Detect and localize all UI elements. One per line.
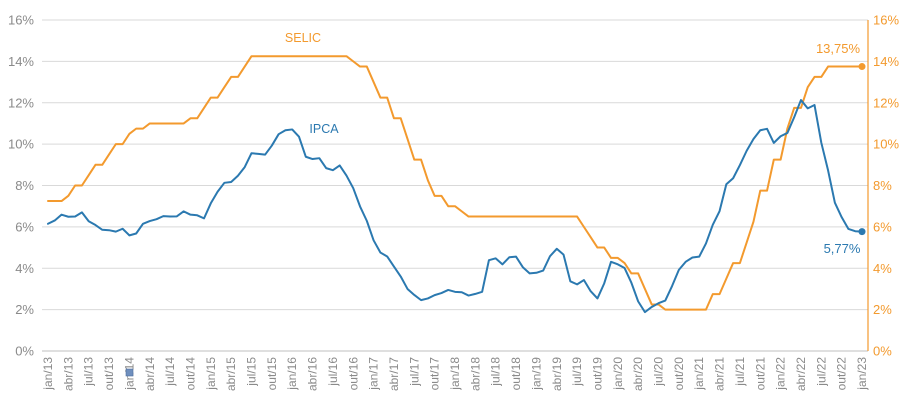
- x-tick-label-abr-17: abr/17: [387, 357, 401, 391]
- small-square-icon: [125, 368, 134, 377]
- left-y-axis: 0% 2% 4% 6% 8% 10% 12% 14% 16%: [8, 13, 34, 359]
- x-tick-label-jul-14: jul/14: [163, 357, 177, 387]
- ipca-end-point: [858, 228, 866, 236]
- x-tick-label-abr-19: abr/19: [550, 357, 564, 391]
- right-y-tick-label-10: 10%: [873, 137, 899, 152]
- x-tick-label-abr-15: abr/15: [224, 357, 238, 391]
- x-tick-label-jan-13: jan/13: [41, 357, 55, 391]
- x-tick-label-abr-21: abr/21: [713, 357, 727, 391]
- x-tick-label-out-19: out/19: [590, 357, 604, 391]
- x-tick-label-abr-13: abr/13: [61, 357, 75, 391]
- series-lines: [47, 55, 866, 314]
- right-y-tick-label-6: 6%: [873, 219, 892, 234]
- x-tick-label-jul-15: jul/15: [245, 357, 259, 387]
- x-tick-label-jul-17: jul/17: [407, 357, 421, 387]
- right-y-tick-label-8: 8%: [873, 178, 892, 193]
- x-tick-label-abr-20: abr/20: [631, 357, 645, 391]
- x-tick-label-out-18: out/18: [509, 357, 523, 391]
- x-tick-label-out-21: out/21: [753, 357, 767, 391]
- x-tick-label-jul-21: jul/21: [733, 357, 747, 387]
- x-tick-label-out-13: out/13: [102, 357, 116, 391]
- x-tick-label-abr-14: abr/14: [143, 357, 157, 391]
- x-tick-label-abr-18: abr/18: [468, 357, 482, 391]
- selic-line: [47, 55, 863, 311]
- x-tick-label-jan-16: jan/16: [285, 357, 299, 391]
- x-tick-label-jan-22: jan/22: [774, 357, 788, 391]
- x-tick-label-out-16: out/16: [346, 357, 360, 391]
- x-tick-label-jul-19: jul/19: [570, 357, 584, 387]
- x-tick-label-jul-20: jul/20: [652, 357, 666, 387]
- selic-end-value-label: 13,75%: [816, 41, 861, 56]
- x-tick-label-jul-13: jul/13: [82, 357, 96, 387]
- left-y-tick-label-10: 10%: [8, 137, 34, 152]
- x-tick-label-jul-16: jul/16: [326, 357, 340, 387]
- left-y-tick-label-14: 14%: [8, 54, 34, 69]
- right-y-tick-label-12: 12%: [873, 95, 899, 110]
- x-tick-label-out-20: out/20: [672, 357, 686, 391]
- ipca-series-label: IPCA: [309, 122, 339, 136]
- right-y-tick-label-16: 16%: [873, 13, 899, 28]
- x-tick-label-jan-23: jan/23: [855, 357, 869, 391]
- ipca-line: [47, 99, 863, 314]
- x-axis: jan/13abr/13jul/13out/13jan/14abr/14jul/…: [41, 357, 869, 391]
- x-tick-label-jan-19: jan/19: [529, 357, 543, 391]
- series-labels: SELIC 13,75% IPCA 5,77%: [285, 31, 861, 256]
- left-y-tick-label-16: 16%: [8, 13, 34, 28]
- x-tick-label-out-15: out/15: [265, 357, 279, 391]
- left-y-tick-label-6: 6%: [15, 219, 34, 234]
- x-tick-label-jan-15: jan/15: [204, 357, 218, 391]
- x-tick-label-jan-18: jan/18: [448, 357, 462, 391]
- left-y-tick-label-2: 2%: [15, 302, 34, 317]
- x-tick-label-abr-22: abr/22: [794, 357, 808, 391]
- x-tick-label-jan-21: jan/21: [692, 357, 706, 391]
- selic-series-label: SELIC: [285, 31, 321, 45]
- x-tick-label-abr-16: abr/16: [306, 357, 320, 391]
- gridlines: [42, 19, 868, 352]
- x-tick-label-out-22: out/22: [835, 357, 849, 391]
- left-y-tick-label-8: 8%: [15, 178, 34, 193]
- right-y-tick-label-2: 2%: [873, 302, 892, 317]
- x-tick-label-jul-22: jul/22: [814, 357, 828, 387]
- right-y-tick-label-14: 14%: [873, 54, 899, 69]
- left-y-tick-label-12: 12%: [8, 95, 34, 110]
- right-y-tick-label-4: 4%: [873, 261, 892, 276]
- x-tick-label-jul-18: jul/18: [489, 357, 503, 387]
- x-tick-label-jan-20: jan/20: [611, 357, 625, 391]
- x-tick-label-jan-17: jan/17: [367, 357, 381, 391]
- left-y-tick-label-0: 0%: [15, 344, 34, 359]
- x-tick-label-out-14: out/14: [183, 357, 197, 391]
- x-tick-label-out-17: out/17: [428, 357, 442, 391]
- right-y-axis: 0% 2% 4% 6% 8% 10% 12% 14% 16%: [867, 13, 899, 359]
- right-y-tick-label-0: 0%: [873, 344, 892, 359]
- ipca-end-value-label: 5,77%: [824, 241, 861, 256]
- selic-end-point: [858, 63, 866, 71]
- left-y-tick-label-4: 4%: [15, 261, 34, 276]
